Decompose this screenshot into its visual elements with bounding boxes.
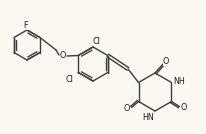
Text: O: O bbox=[180, 103, 187, 112]
Text: O: O bbox=[163, 57, 169, 66]
Text: O: O bbox=[123, 104, 130, 113]
Text: NH: NH bbox=[174, 77, 185, 86]
Text: HN: HN bbox=[142, 113, 154, 122]
Text: F: F bbox=[24, 21, 28, 29]
Text: O: O bbox=[60, 51, 66, 60]
Text: Cl: Cl bbox=[65, 75, 73, 84]
Text: Cl: Cl bbox=[92, 36, 100, 46]
